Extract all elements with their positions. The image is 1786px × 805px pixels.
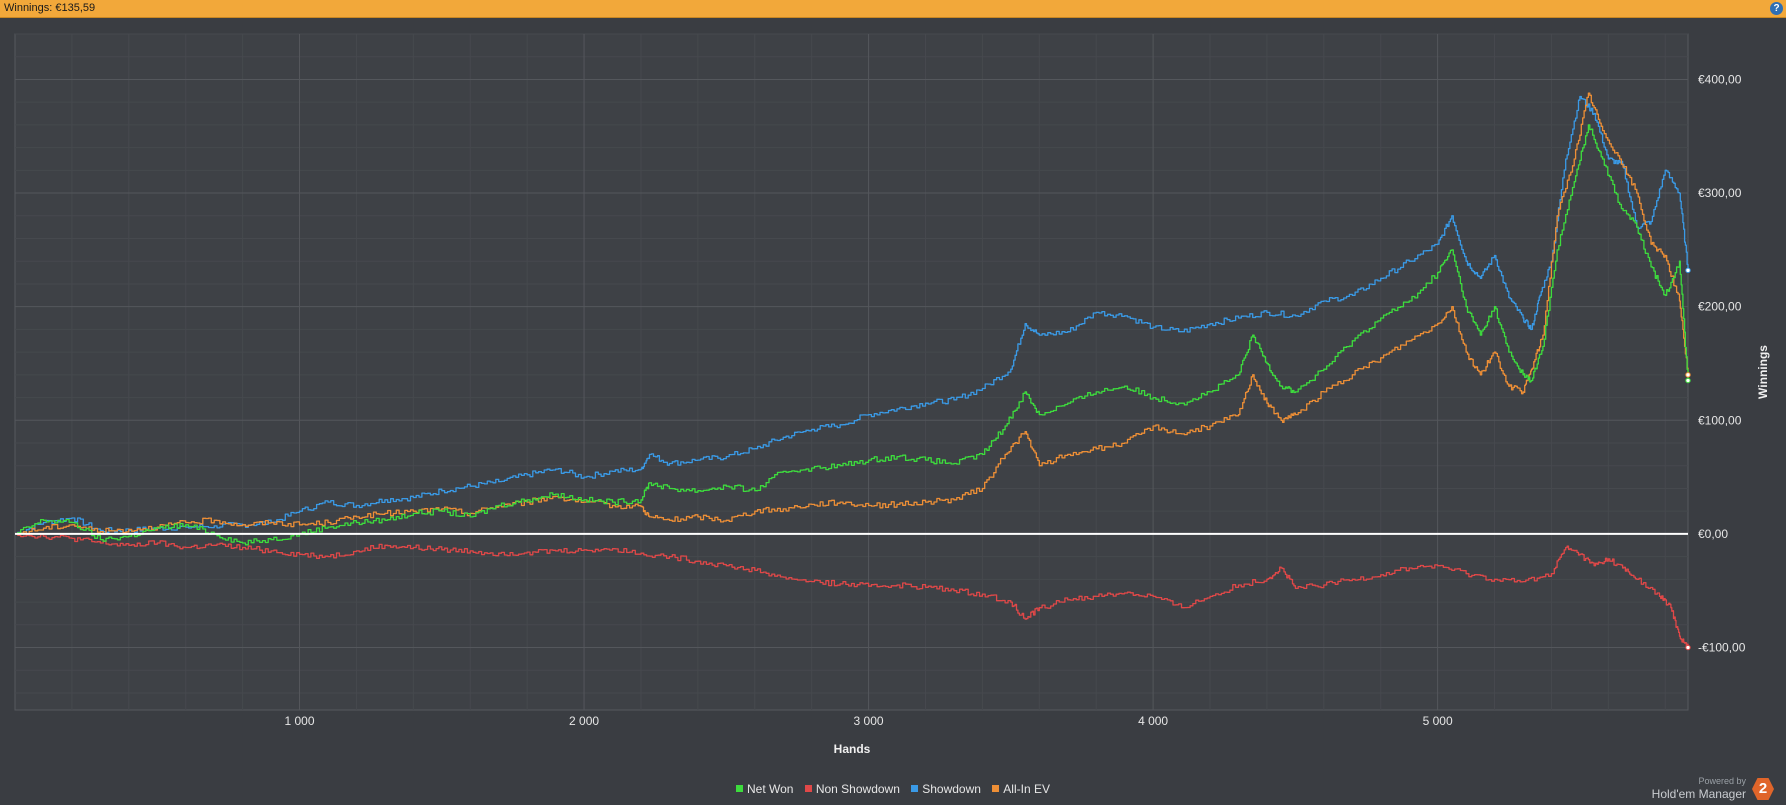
series-line-showdown xyxy=(15,95,1689,535)
series-end-point xyxy=(1685,644,1691,651)
series-end-point xyxy=(1685,267,1691,274)
non-showdown-swatch xyxy=(804,785,812,792)
series-end-point xyxy=(1685,372,1691,378)
series-line-net-won xyxy=(15,124,1689,546)
legend-label: Net Won xyxy=(747,782,794,796)
legend: Net Won Non Showdown Showdown All-In EV xyxy=(0,782,1786,800)
y-tick-label: €100,00 xyxy=(1698,413,1742,427)
y-tick-label: €400,00 xyxy=(1698,72,1742,86)
series-line-non-showdown xyxy=(15,533,1689,648)
legend-item-all-in-ev[interactable]: All-In EV xyxy=(992,782,1050,796)
brand-name: Hold'em Manager xyxy=(1651,787,1746,801)
legend-item-net-won[interactable]: Net Won xyxy=(736,782,793,796)
brand-text: Powered by Hold'em Manager xyxy=(1652,776,1746,802)
winnings-title: Winnings: €135,59 xyxy=(4,2,96,14)
title-bar: Winnings: €135,59 ? xyxy=(0,0,1786,18)
x-tick-label: 4 000 xyxy=(1138,714,1168,728)
x-axis-ticks: 1 000 2 000 3 000 4 000 5 000 xyxy=(285,714,1453,728)
y-axis-ticks: -€100,00 €0,00 €100,00 €200,00 €300,00 €400,0… xyxy=(1698,72,1746,654)
help-icon[interactable]: ? xyxy=(1770,2,1783,15)
showdown-swatch xyxy=(911,785,919,792)
minor-grid xyxy=(15,33,1688,710)
x-tick-label: 1 000 xyxy=(285,714,315,728)
x-axis-label: Hands xyxy=(834,742,871,756)
hm2-logo-icon: 2 xyxy=(1752,778,1774,800)
x-tick-label: 5 000 xyxy=(1423,714,1453,728)
x-tick-label: 2 000 xyxy=(569,714,599,728)
y-tick-label: -€100,00 xyxy=(1698,641,1746,655)
all-in-ev-swatch xyxy=(992,785,1000,792)
series-layer xyxy=(15,92,1689,648)
y-tick-label: €0,00 xyxy=(1698,527,1728,541)
major-grid xyxy=(15,34,1688,710)
plot-area xyxy=(14,33,1689,711)
net-won-swatch xyxy=(736,785,744,792)
end-markers xyxy=(1685,267,1691,651)
legend-label: Showdown xyxy=(922,782,981,796)
series-end-point xyxy=(1685,377,1691,384)
y-axis-label: Winnings xyxy=(1756,345,1770,399)
legend-label: All-In EV xyxy=(1003,782,1050,796)
y-tick-label: €300,00 xyxy=(1698,186,1742,200)
winnings-chart: -€100,00 €0,00 €100,00 €200,00 €300,00 €400,0… xyxy=(14,33,1770,756)
powered-by-label: Powered by xyxy=(1698,776,1746,786)
legend-item-non-showdown[interactable]: Non Showdown xyxy=(804,782,900,796)
legend-item-showdown[interactable]: Showdown xyxy=(911,782,981,796)
legend-label: Non Showdown xyxy=(815,782,900,796)
series-line-all-in-ev xyxy=(15,92,1689,535)
x-tick-label: 3 000 xyxy=(854,714,884,728)
y-tick-label: €200,00 xyxy=(1698,300,1742,314)
